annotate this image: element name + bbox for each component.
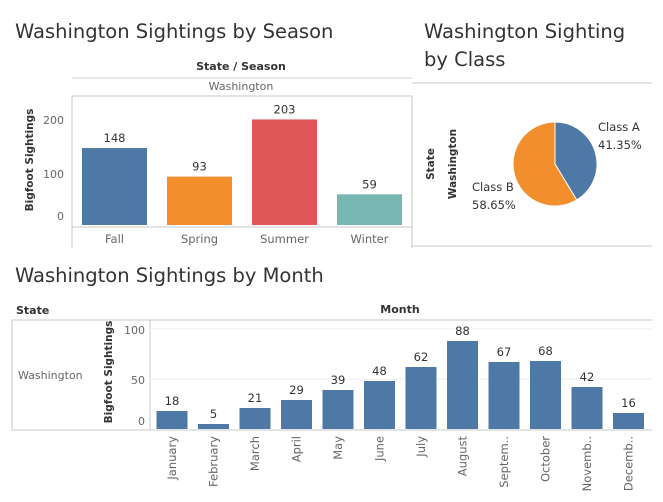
month-bar-value: 68	[538, 344, 553, 358]
month-bar[interactable]	[198, 424, 229, 429]
class-chart-title-line1: Washington Sighting	[424, 20, 626, 43]
month-bar-value: 67	[497, 345, 512, 359]
month-category-label: October	[539, 436, 553, 482]
class-slice-label: Class B	[472, 180, 514, 194]
month-bar[interactable]	[364, 381, 395, 429]
season-header: State / Season	[196, 60, 286, 73]
season-y-tick: 100	[43, 168, 64, 181]
season-y-axis-title: Bigfoot Sightings	[24, 109, 36, 212]
season-category-label: Fall	[105, 232, 124, 246]
class-slice-percent: 58.65%	[472, 198, 516, 212]
season-y-tick: 200	[43, 114, 64, 127]
month-bar[interactable]	[613, 413, 644, 429]
month-bar-value: 88	[455, 324, 470, 338]
class-pie: Class A 41.35% Class B 58.65%	[472, 120, 642, 212]
month-category-label: May	[331, 436, 345, 460]
season-bars: 148 Fall 93 Spring 203 Summer 59 Winter	[82, 102, 402, 246]
month-bar[interactable]	[239, 408, 271, 429]
month-category-label: Septem..	[497, 436, 511, 488]
season-state-label: Washington	[209, 80, 274, 93]
class-slice-percent: 41.35%	[598, 138, 642, 152]
class-state-header: State	[425, 148, 437, 180]
season-bar[interactable]	[252, 119, 317, 225]
month-y-tick: 50	[131, 374, 145, 387]
class-slice-label: Class A	[598, 120, 640, 134]
month-category-label: July	[414, 436, 428, 458]
month-y-axis-title: Bigfoot Sightings	[103, 321, 115, 424]
month-chart-title: Washington Sightings by Month	[15, 264, 324, 287]
month-state-label: Washington	[18, 369, 83, 382]
month-category-label: August	[456, 436, 470, 477]
season-category-label: Spring	[181, 232, 218, 246]
month-category-label: June	[373, 436, 387, 462]
month-bar[interactable]	[447, 341, 478, 429]
month-category-label: March	[248, 436, 262, 471]
month-bar-value: 16	[621, 396, 636, 410]
month-category-label: April	[290, 436, 304, 462]
month-category-label: January	[165, 436, 179, 481]
class-chart: State Washington Class A 41.35% Class B 58.…	[412, 82, 652, 247]
month-bar-value: 62	[414, 350, 429, 364]
season-bar-value: 59	[362, 177, 377, 191]
month-bar-value: 5	[210, 407, 217, 421]
month-bar-value: 18	[165, 394, 180, 408]
month-bar-value: 42	[580, 370, 595, 384]
month-category-label: Novemb..	[580, 436, 594, 491]
month-bar-value: 39	[331, 373, 346, 387]
month-category-label: February	[207, 436, 221, 487]
season-bar[interactable]	[337, 194, 402, 225]
class-chart-title-line2: by Class	[424, 48, 506, 71]
season-bar-value: 93	[192, 160, 207, 174]
season-bar[interactable]	[82, 148, 147, 225]
season-bar-value: 148	[104, 131, 126, 145]
season-category-label: Summer	[260, 232, 309, 246]
month-bar[interactable]	[405, 367, 437, 429]
month-bar-value: 29	[289, 383, 304, 397]
season-bar[interactable]	[167, 176, 232, 225]
month-y-tick: 100	[124, 324, 145, 337]
month-bar-value: 21	[248, 391, 263, 405]
month-y-tick: 0	[138, 415, 145, 428]
month-state-header: State	[16, 304, 49, 317]
month-bar[interactable]	[530, 361, 561, 429]
season-chart: State / Season Washington Bigfoot Sighti…	[24, 60, 413, 248]
class-pie-slice[interactable]	[512, 121, 578, 207]
season-bar-value: 203	[274, 102, 296, 116]
season-y-tick: 0	[57, 210, 64, 223]
month-bar[interactable]	[571, 387, 603, 429]
month-bars: 18 January 5 February 21 March 29 April 39 May 48 J…	[156, 324, 644, 491]
month-bar[interactable]	[322, 390, 354, 429]
month-category-label: Decemb..	[622, 436, 636, 491]
month-bar-value: 48	[372, 364, 387, 378]
season-category-label: Winter	[351, 232, 389, 246]
month-grid	[150, 328, 652, 380]
month-bar[interactable]	[281, 400, 312, 429]
class-state-label: Washington	[447, 129, 459, 199]
month-bar[interactable]	[156, 411, 188, 429]
month-bar[interactable]	[488, 362, 520, 429]
month-header: Month	[380, 303, 419, 316]
month-chart: State Month Washington Bigfoot Sightings…	[11, 303, 652, 491]
season-chart-title: Washington Sightings by Season	[15, 20, 334, 43]
